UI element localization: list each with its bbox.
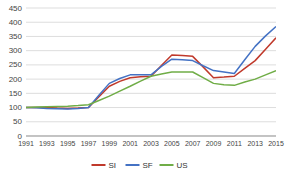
grid-line [26,93,276,94]
legend-label: SF [143,161,153,170]
x-tick-label: 2007 [185,140,201,147]
x-axis-line [26,136,276,137]
legend: SI SF US [92,161,188,170]
grid-line [26,50,276,51]
series-line [26,38,276,109]
series-line [26,26,276,108]
grid-line [26,64,276,65]
grid-line [26,36,276,37]
legend-label: SI [109,161,117,170]
x-tick-label: 2015 [268,140,284,147]
x-tick-label: 2009 [206,140,222,147]
series-line [26,71,276,108]
y-tick-label: 50 [13,117,22,126]
x-tick-label: 2005 [164,140,180,147]
chart: 0501001502002503003504004501991199319951… [0,0,285,177]
legend-swatch [92,164,106,166]
x-tick-label: 2003 [143,140,159,147]
grid-line [26,8,276,9]
grid-line [26,136,276,137]
y-tick-label: 400 [9,18,23,27]
y-tick-label: 350 [9,32,23,41]
legend-swatch [126,164,140,166]
legend-label: US [177,161,188,170]
grid-line [26,79,276,80]
y-tick-label: 100 [9,103,23,112]
x-tick-label: 1991 [18,140,34,147]
y-tick-label: 150 [9,89,23,98]
x-tick-label: 2011 [227,140,242,147]
x-tick-label: 1995 [60,140,76,147]
y-tick-label: 300 [9,46,23,55]
y-tick-label: 200 [9,75,23,84]
y-tick-label: 450 [9,4,23,13]
x-tick-label: 2001 [122,140,138,147]
x-tick-label: 1997 [81,140,97,147]
grid-line [26,22,276,23]
x-tick-label: 1999 [102,140,118,147]
plot-area [26,26,276,108]
x-tick-label: 2013 [247,140,263,147]
x-tick-label: 1993 [39,140,55,147]
y-tick-label: 250 [9,60,23,69]
legend-swatch [160,164,174,166]
grid-line [26,121,276,122]
